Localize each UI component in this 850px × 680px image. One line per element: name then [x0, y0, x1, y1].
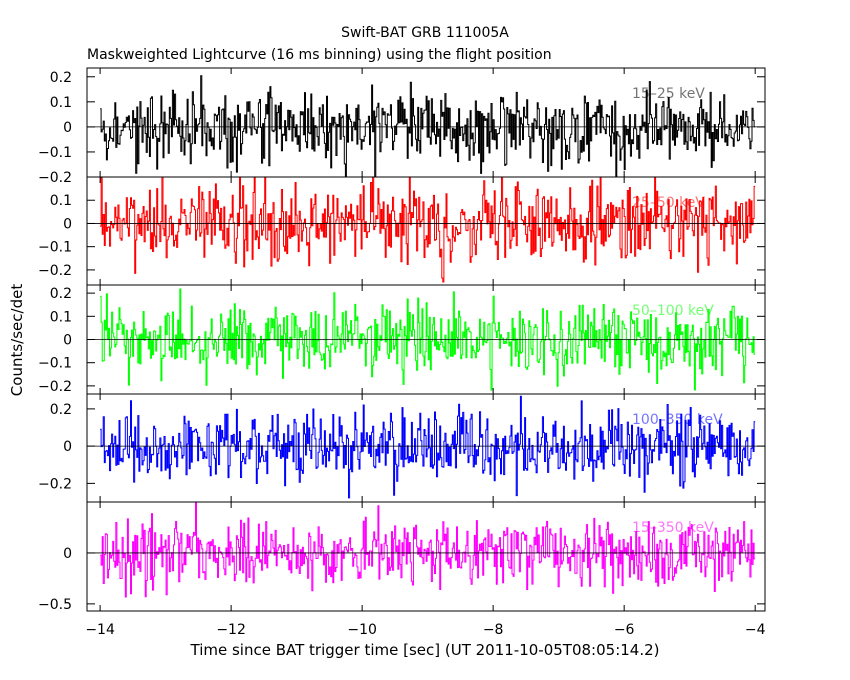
series-label: 15–25 keV	[632, 86, 705, 102]
y-tick-label: −0.2	[38, 263, 72, 279]
panel-frame	[86, 501, 766, 612]
y-tick-label: −0.2	[38, 379, 72, 395]
y-tick-label: −0.1	[38, 240, 72, 256]
x-axis-label: Time since BAT trigger time [sec] (UT 20…	[190, 641, 660, 659]
x-tick-label: −8	[483, 622, 504, 638]
y-tick-label: 0	[63, 439, 72, 455]
x-axis: −14 −12 −10 −8 −6 −4	[85, 622, 765, 638]
y-tick-label: −0.2	[38, 170, 72, 186]
series-line	[100, 502, 756, 598]
series-line	[100, 395, 756, 499]
panel-frame	[86, 67, 766, 178]
y-tick-label: 0	[63, 216, 72, 232]
panels: 15–25 keV −0.2 −0.1 0 0.1 0.2 25–50 keV −0.2 −0.…	[38, 67, 766, 613]
y-tick-label: 0	[63, 546, 72, 562]
chart-subtitle: Maskweighted Lightcurve (16 ms binning) …	[87, 47, 552, 63]
y-tick-label: 0	[63, 333, 72, 349]
y-tick-label: 0.2	[50, 70, 72, 86]
y-tick-label: 0.1	[50, 193, 72, 209]
series-label: 50–100 keV	[632, 303, 714, 319]
panel-2: 50–100 keV −0.2 −0.1 0 0.1 0.2	[38, 284, 766, 395]
y-tick-label: −0.2	[38, 476, 72, 492]
y-tick-label: 0.2	[50, 402, 72, 418]
x-tick-label: −14	[85, 622, 115, 638]
y-tick-label: −0.5	[38, 597, 72, 613]
y-tick-label: −0.1	[38, 145, 72, 161]
x-tick-label: −4	[745, 622, 766, 638]
panel-1: 25–50 keV −0.2 −0.1 0 0.1	[38, 176, 766, 286]
y-axis-label: Counts/sec/det	[8, 284, 26, 397]
x-tick-label: −12	[216, 622, 246, 638]
series-label: 25–50 keV	[632, 195, 705, 211]
y-tick-label: 0.2	[50, 286, 72, 302]
chart-title: Swift-BAT GRB 111005A	[341, 25, 509, 41]
panel-0: 15–25 keV −0.2 −0.1 0 0.1 0.2	[38, 67, 766, 186]
y-tick-label: −0.1	[38, 356, 72, 372]
x-tick-label: −6	[614, 622, 635, 638]
panel-4: 15–350 keV −0.5 0	[38, 501, 766, 613]
y-tick-label: 0.1	[50, 95, 72, 111]
series-line	[100, 176, 756, 283]
series-line	[100, 75, 756, 178]
panel-3: 100–350 keV −0.2 0 0.2	[38, 393, 766, 503]
y-tick-label: 0	[63, 120, 72, 136]
series-label: 100–350 keV	[632, 412, 723, 428]
y-tick-label: 0.1	[50, 309, 72, 325]
series-label: 15–350 keV	[632, 520, 714, 536]
x-tick-label: −10	[347, 622, 377, 638]
